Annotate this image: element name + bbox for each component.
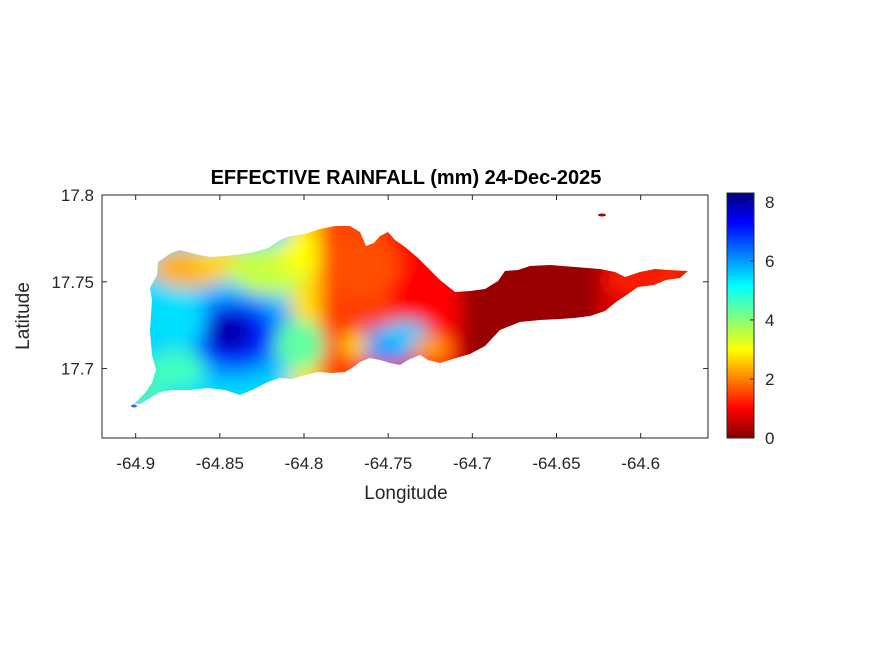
islet <box>598 213 606 217</box>
x-axis: -64.9 -64.85 -64.8 -64.75 -64.7 -64.65 -64.6 <box>116 195 660 473</box>
field-blob <box>320 235 400 295</box>
x-tick-label: -64.75 <box>364 454 412 473</box>
x-tick-label: -64.85 <box>196 454 244 473</box>
colorbar-tick-label: 4 <box>765 311 774 330</box>
field-blob <box>145 350 205 390</box>
y-tick-label: 17.8 <box>61 186 94 205</box>
field-blob <box>275 320 325 370</box>
x-axis-label: Longitude <box>364 483 447 504</box>
x-tick-label: -64.7 <box>453 454 492 473</box>
chart-title: EFFECTIVE RAINFALL (mm) 24-Dec-2025 <box>211 167 602 189</box>
colorbar-tick-label: 2 <box>765 370 774 389</box>
colorbar-ticks: 0 2 4 6 8 <box>750 193 774 448</box>
colorbar-tick-label: 6 <box>765 252 774 271</box>
y-axis: 17.7 17.75 17.8 <box>51 186 708 379</box>
x-tick-label: -64.6 <box>621 454 660 473</box>
islet <box>131 404 137 408</box>
field-blob <box>155 290 205 350</box>
field-blob <box>280 235 320 275</box>
x-tick-label: -64.65 <box>532 454 580 473</box>
y-tick-label: 17.7 <box>61 360 94 379</box>
field-blob <box>340 333 370 357</box>
y-axis-label: Latitude <box>13 282 34 350</box>
field-blob <box>208 312 252 352</box>
colorbar-tick-label: 8 <box>765 193 774 212</box>
x-tick-label: -64.9 <box>116 454 155 473</box>
colorbar-tick-label: 0 <box>765 429 774 448</box>
x-tick-label: -64.8 <box>285 454 324 473</box>
y-tick-label: 17.75 <box>51 273 94 292</box>
colorbar <box>726 192 755 439</box>
field-blob <box>410 336 450 360</box>
